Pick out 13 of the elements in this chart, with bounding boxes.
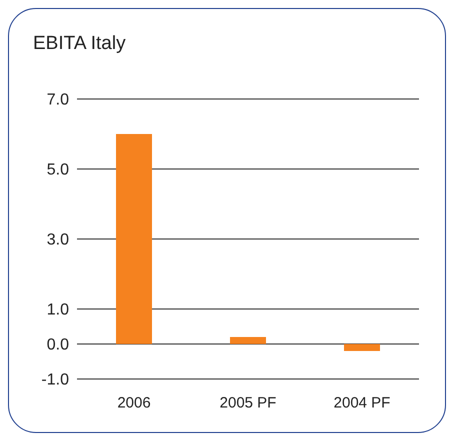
y-tick-label: 0.0: [46, 336, 70, 354]
bar: [230, 337, 266, 344]
y-tick-label: 7.0: [46, 92, 70, 109]
x-tick-label: 2004 PF: [334, 394, 390, 412]
x-tick-label: 2005 PF: [220, 394, 276, 412]
bar: [344, 344, 380, 351]
y-tick-label: 1.0: [46, 302, 70, 319]
x-tick-label: 2006: [117, 394, 151, 412]
y-tick-label: 5.0: [46, 162, 70, 179]
y-tick-label: -1.0: [41, 372, 70, 389]
y-tick-label: 3.0: [46, 232, 70, 249]
chart-title: EBITA Italy: [33, 33, 126, 55]
bar: [116, 134, 152, 344]
